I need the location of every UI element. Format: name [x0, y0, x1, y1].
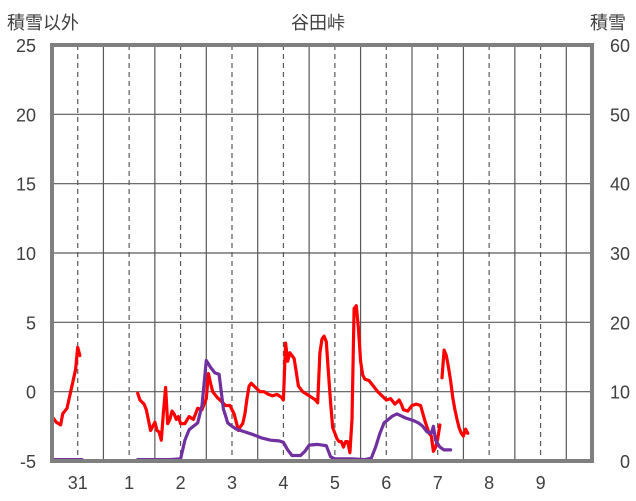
left-tick-label: 5 — [26, 313, 36, 333]
x-tick-label: 7 — [433, 473, 443, 493]
right-tick-label: 0 — [620, 452, 630, 472]
right-tick-label: 20 — [610, 313, 630, 333]
right-tick-label: 50 — [610, 105, 630, 125]
left-axis-label: 積雪以外 — [7, 13, 79, 33]
x-tick-label: 1 — [124, 473, 134, 493]
left-tick-label: 25 — [16, 36, 36, 56]
series-1-segment-1 — [136, 358, 453, 462]
x-tick-label: 3 — [227, 473, 237, 493]
x-tick-label: 5 — [330, 473, 340, 493]
left-tick-label: 10 — [16, 244, 36, 264]
left-tick-label: 15 — [16, 175, 36, 195]
x-tick-label: 4 — [278, 473, 288, 493]
chart-title: 谷田峠 — [291, 13, 345, 33]
x-tick-label: 9 — [536, 473, 546, 493]
right-tick-label: 30 — [610, 244, 630, 264]
series-0-segment-1 — [136, 304, 442, 455]
series-0-segment-0 — [50, 345, 82, 427]
right-tick-label: 10 — [610, 383, 630, 403]
right-tick-label: 60 — [610, 36, 630, 56]
left-tick-label: 20 — [16, 105, 36, 125]
left-tick-label: -5 — [20, 452, 36, 472]
x-tick-label: 2 — [176, 473, 186, 493]
x-tick-label: 6 — [381, 473, 391, 493]
x-tick-label: 8 — [484, 473, 494, 493]
plot-frame — [50, 43, 594, 463]
left-tick-label: 0 — [26, 383, 36, 403]
right-axis-label: 積雪 — [590, 13, 626, 33]
x-tick-label: 31 — [68, 473, 88, 493]
right-tick-label: 40 — [610, 175, 630, 195]
series-0-segment-2 — [440, 348, 470, 438]
